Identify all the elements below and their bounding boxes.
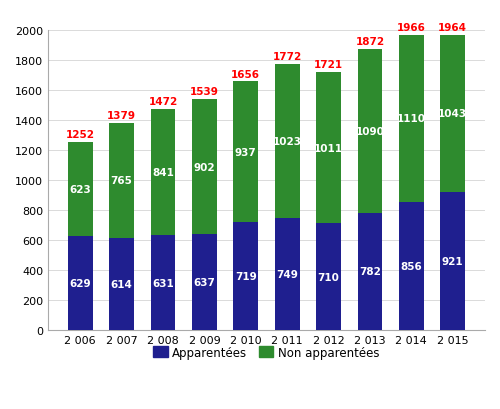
Text: 1472: 1472 (148, 97, 178, 107)
Text: 1872: 1872 (356, 37, 384, 47)
Bar (192, 235, 217, 330)
Bar (399, 36, 424, 202)
Bar (440, 192, 465, 330)
Text: 637: 637 (194, 278, 216, 288)
Bar (440, 36, 465, 192)
Text: 1110: 1110 (397, 114, 426, 124)
Text: 719: 719 (235, 272, 256, 281)
Text: 921: 921 (442, 256, 464, 266)
Bar (316, 72, 341, 224)
Text: 765: 765 (110, 176, 132, 186)
Text: 841: 841 (152, 168, 174, 178)
Text: 1252: 1252 (66, 130, 95, 140)
Text: 623: 623 (70, 184, 91, 194)
Text: 1772: 1772 (272, 52, 302, 62)
Text: 782: 782 (359, 267, 381, 277)
Text: 1539: 1539 (190, 87, 219, 97)
Text: 1964: 1964 (438, 23, 467, 33)
Text: 1011: 1011 (314, 143, 343, 153)
Bar (68, 236, 92, 330)
Text: 749: 749 (276, 269, 298, 279)
Text: 1966: 1966 (397, 23, 426, 33)
Text: 1379: 1379 (107, 111, 136, 121)
Bar (316, 224, 341, 330)
Bar (234, 222, 258, 330)
Bar (109, 238, 134, 330)
Bar (192, 100, 217, 235)
Text: 710: 710 (318, 272, 340, 282)
Bar (68, 143, 92, 236)
Text: 1090: 1090 (356, 126, 384, 137)
Bar (150, 110, 176, 236)
Bar (150, 236, 176, 330)
Bar (358, 213, 382, 330)
Bar (234, 82, 258, 222)
Bar (275, 65, 299, 218)
Bar (358, 50, 382, 213)
Text: 937: 937 (235, 147, 256, 157)
Legend: Apparentées, Non apparentées: Apparentées, Non apparentées (148, 341, 384, 364)
Bar (399, 202, 424, 330)
Text: 1043: 1043 (438, 109, 468, 119)
Bar (275, 218, 299, 330)
Bar (109, 124, 134, 238)
Text: 1023: 1023 (272, 137, 302, 146)
Text: 902: 902 (194, 162, 215, 172)
Text: 629: 629 (70, 278, 91, 288)
Text: 1656: 1656 (232, 70, 260, 79)
Text: 1721: 1721 (314, 60, 343, 70)
Text: 631: 631 (152, 278, 174, 288)
Text: 614: 614 (110, 279, 132, 289)
Text: 856: 856 (400, 261, 422, 271)
